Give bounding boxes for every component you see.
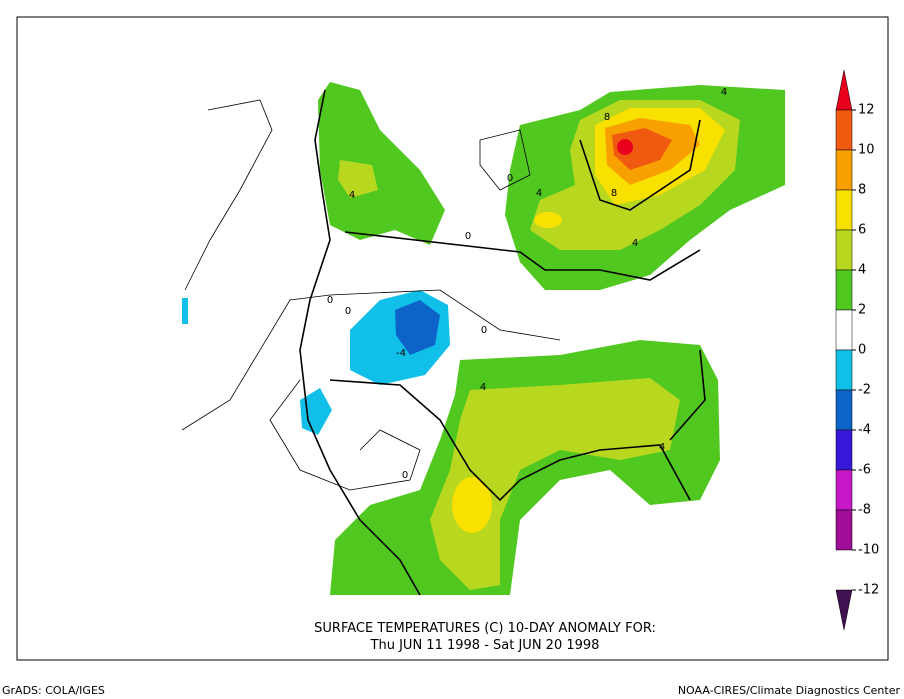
anomaly-area (534, 212, 562, 228)
anomaly-area (430, 378, 680, 590)
contour-label: 4 (349, 190, 355, 201)
colorbar-label: 0 (858, 343, 866, 358)
colorbar-band (835, 269, 853, 311)
contour-label: 0 (345, 306, 351, 317)
anomaly-area (300, 388, 332, 435)
contour-label: 4 (721, 87, 727, 98)
contour-label: 0 (507, 173, 513, 184)
coastline (669, 349, 706, 441)
anomaly-area (452, 477, 492, 533)
contour-label: -4 (396, 348, 406, 359)
contour (181, 289, 561, 431)
contour-label: 4 (536, 188, 542, 199)
contour-label: 8 (604, 112, 610, 123)
coastlines (299, 89, 706, 596)
title-line: SURFACE TEMPERATURES (C) 10-DAY ANOMALY … (314, 621, 656, 636)
colorbar: 12 10 8 6 4 2 0 -2 -4 -6 -8 -10 -12 (835, 69, 879, 631)
anomaly-area (182, 298, 188, 324)
colorbar-band (835, 109, 853, 151)
coastline (579, 119, 701, 211)
gulf (540, 520, 645, 585)
contour-label: 4 (480, 382, 486, 393)
colorbar-band (835, 229, 853, 271)
colorbar-band (835, 349, 853, 391)
contour (184, 99, 273, 291)
border (344, 231, 701, 281)
colorbar-label: -6 (858, 463, 871, 478)
colorbar-band (835, 309, 853, 351)
contour-label: 4 (632, 238, 638, 249)
anomaly-area (617, 139, 633, 155)
coastline (299, 89, 421, 596)
contour-label: 0 (327, 295, 333, 306)
contour (269, 379, 421, 491)
colorbar-label: -8 (858, 503, 871, 518)
colorbar-label: -2 (858, 383, 871, 398)
colorbar-label: 6 (858, 223, 866, 238)
colorbar-label: 12 (858, 103, 875, 118)
colorbar-band (835, 389, 853, 431)
colorbar-label: 10 (858, 143, 875, 158)
anomaly-area (395, 300, 440, 355)
colorbar-band (835, 189, 853, 231)
anomaly-area (318, 82, 445, 245)
colorbar-band (835, 509, 853, 551)
colorbar-label: 8 (858, 183, 866, 198)
footer-right: NOAA-CIRES/Climate Diagnostics Center (678, 684, 901, 697)
contour-label: 0 (402, 470, 408, 481)
contour-label: 8 (611, 188, 617, 199)
anomaly-area (338, 160, 378, 198)
contour-labels: 4 8 4 4 8 4 0 0 0 0 0 -4 4 4 0 (327, 87, 727, 481)
colorbar-band (835, 429, 853, 471)
colorbar-label: -4 (858, 423, 871, 438)
colorbar-label: -10 (858, 543, 879, 558)
footer-left: GrADS: COLA/IGES (2, 684, 105, 697)
colorbar-label: -12 (858, 583, 879, 598)
contour-label: 0 (465, 231, 471, 242)
colorbar-label: 4 (858, 263, 866, 278)
coastline (329, 379, 691, 502)
colorbar-band (835, 149, 853, 191)
contour-lines (181, 99, 561, 491)
contour-label: 0 (481, 325, 487, 336)
contour (479, 129, 531, 191)
colorbar-label: 2 (858, 303, 866, 318)
contour-label: 4 (659, 442, 665, 453)
colorbar-band (835, 469, 853, 511)
anomaly-area (612, 128, 672, 170)
map-fills (182, 82, 785, 595)
title-line: Thu JUN 11 1998 - Sat JUN 20 1998 (370, 638, 600, 653)
colorbar-end (835, 589, 853, 631)
